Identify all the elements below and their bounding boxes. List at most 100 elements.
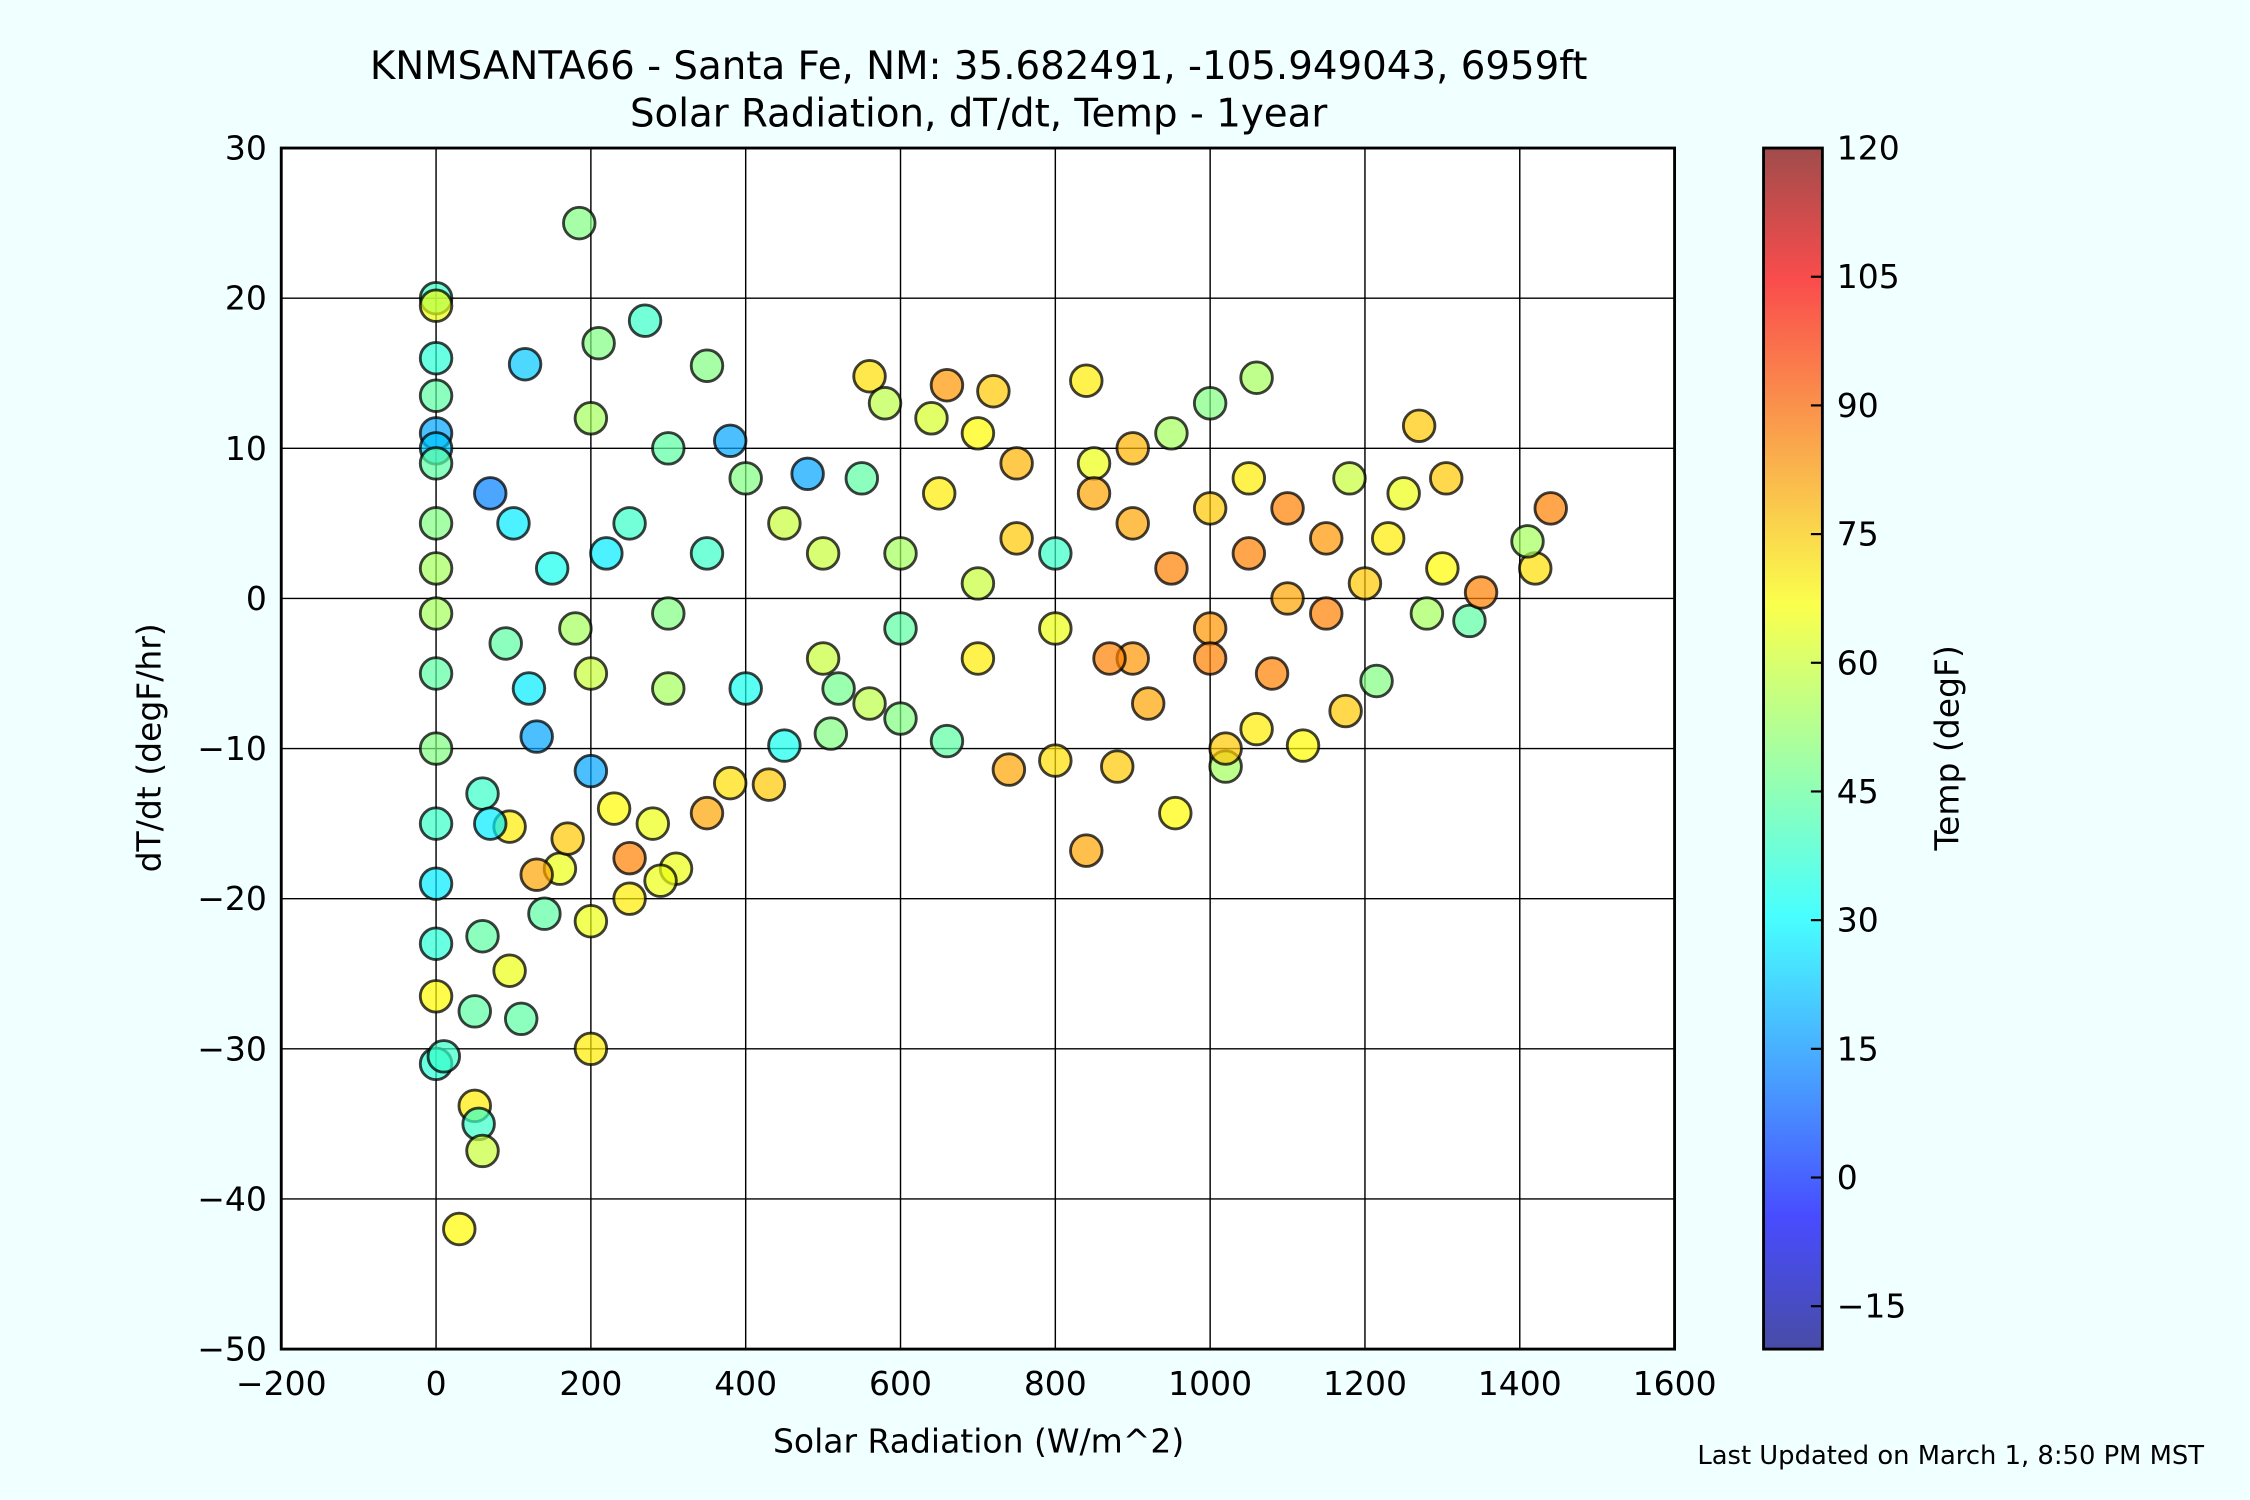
scatter-point [1092, 641, 1127, 676]
scatter-point [751, 767, 787, 802]
scatter-point [457, 994, 492, 1029]
scatter-point [527, 896, 562, 931]
scatter-point [651, 596, 686, 631]
scatter-point [562, 205, 597, 241]
scatter-point [612, 840, 647, 876]
scatter-point [627, 303, 663, 338]
scatter-point [573, 753, 609, 789]
scatter-point [558, 611, 593, 646]
x-tick-label: 200 [559, 1364, 622, 1403]
scatter-point [573, 656, 609, 691]
scatter-point [1038, 743, 1073, 778]
scatter-point [1510, 524, 1545, 559]
x-tick-label: 0 [426, 1364, 447, 1403]
scatter-point [1429, 461, 1464, 496]
scatter-point [418, 506, 454, 541]
scatter-point [1370, 521, 1406, 556]
scatter-point [1328, 693, 1363, 729]
scatter-point [1231, 536, 1267, 571]
scatter-point [589, 536, 624, 571]
scatter-point [1452, 603, 1487, 639]
scatter-point [728, 461, 763, 496]
scatter-point [418, 866, 454, 901]
scatter-point [960, 641, 996, 676]
scatter-point [1425, 551, 1460, 586]
colorbar-tick-label: 60 [1837, 643, 1879, 682]
scatter-point [976, 374, 1011, 409]
colorbar-tick-label: 0 [1837, 1158, 1858, 1197]
scatter-point [465, 776, 500, 811]
scatter-point [1270, 581, 1305, 616]
scatter-point [418, 731, 454, 766]
scatter-point [1239, 711, 1274, 747]
y-tick-label: 0 [246, 579, 267, 618]
scatter-point [1347, 566, 1383, 601]
scatter-point [821, 671, 856, 706]
scatter-point [1309, 596, 1344, 631]
scatter-point [929, 723, 965, 759]
scatter-point [1208, 731, 1243, 766]
colorbar-tick-label: 15 [1837, 1029, 1879, 1068]
colorbar-tick-label: 105 [1837, 257, 1900, 296]
y-axis-label: dT/dt (degF/hr) [130, 623, 169, 872]
scatter-point [805, 536, 841, 571]
scatter-point [1332, 461, 1367, 496]
scatter-point [503, 1001, 539, 1037]
scatter-point [1076, 446, 1112, 481]
scatter-point [1401, 408, 1437, 444]
x-tick-label: 600 [869, 1364, 932, 1403]
scatter-point [960, 416, 996, 451]
scatter-point [960, 566, 996, 601]
scatter-point [914, 401, 949, 436]
x-axis-label: Solar Radiation (W/m^2) [773, 1421, 1184, 1460]
x-tick-label: −200 [236, 1364, 327, 1403]
chart-subtitle: Solar Radiation, dT/dt, Temp - 1year [630, 92, 1327, 137]
scatter-point [1038, 536, 1073, 571]
scatter-point [805, 641, 841, 676]
scatter-point [1115, 506, 1150, 541]
scatter-point [651, 431, 686, 466]
scatter-point [1409, 596, 1445, 631]
scatter-point [643, 863, 678, 898]
scatter-point [573, 1031, 609, 1067]
scatter-point [473, 806, 508, 841]
scatter-point [612, 881, 647, 916]
scatter-point [883, 701, 918, 736]
y-tick-label: −30 [197, 1029, 267, 1068]
scatter-point [1076, 476, 1112, 511]
scatter-point [712, 765, 748, 801]
scatter-point [1100, 749, 1135, 784]
scatter-point [418, 378, 454, 413]
x-tick-label: 1400 [1478, 1364, 1562, 1403]
scatter-point [418, 596, 454, 631]
scatter-point [534, 551, 570, 586]
scatter-point [1154, 551, 1189, 586]
scatter-point [767, 728, 802, 763]
scatter-point [767, 506, 802, 541]
scatter-point [1309, 521, 1344, 556]
colorbar-tick-label: 30 [1837, 901, 1879, 940]
scatter-point [418, 288, 454, 323]
scatter-point [883, 536, 918, 571]
scatter-point [1069, 363, 1104, 398]
colorbar-tick-label: 120 [1837, 129, 1900, 168]
scatter-point [418, 926, 454, 961]
y-tick-label: −10 [197, 729, 267, 768]
scatter-point [465, 919, 500, 954]
scatter-point [596, 791, 632, 826]
scatter-point [867, 386, 903, 421]
scatter-point [790, 456, 825, 492]
x-tick-label: 400 [714, 1364, 777, 1403]
scatter-point [1069, 833, 1104, 868]
scatter-point [519, 857, 554, 892]
scatter-point [651, 671, 686, 706]
scatter-point [492, 953, 527, 988]
scatter-point [573, 401, 609, 436]
colorbar-tick-label: 75 [1837, 515, 1879, 554]
plot-frame [279, 146, 1677, 1351]
scatter-point [418, 446, 454, 481]
scatter-point [1239, 360, 1274, 395]
scatter-point [488, 626, 523, 661]
scatter-point [689, 536, 725, 571]
